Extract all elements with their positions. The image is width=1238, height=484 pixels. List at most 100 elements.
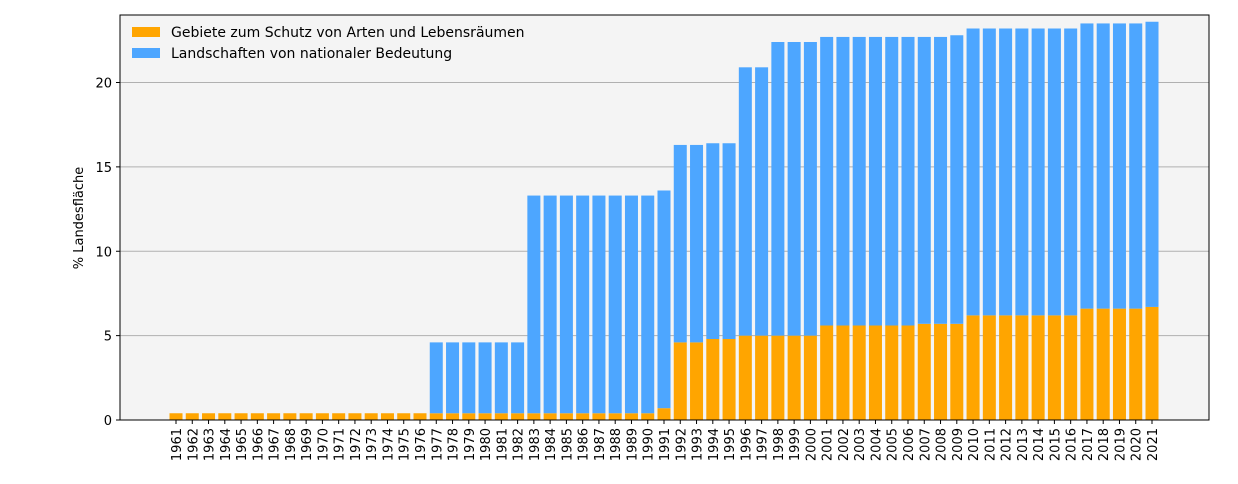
- y-axis-label: % Landesfläche: [72, 167, 87, 270]
- bar-schutzgebiete: [1047, 315, 1061, 420]
- bar-landschaften: [624, 195, 638, 414]
- x-tick-label: 1963: [203, 428, 218, 461]
- x-tick-label: 1976: [414, 428, 429, 461]
- bar-landschaften: [462, 342, 476, 414]
- legend-label: Gebiete zum Schutz von Arten und Lebensr…: [171, 25, 525, 41]
- bar-landschaften: [1064, 28, 1078, 316]
- bar-schutzgebiete: [1096, 308, 1110, 420]
- bar-landschaften: [673, 144, 687, 343]
- bar-landschaften: [885, 36, 899, 326]
- x-tick-label: 1975: [398, 428, 413, 461]
- bar-schutzgebiete: [608, 413, 622, 420]
- plot-frame: [119, 14, 1210, 421]
- x-tick-label: 1989: [625, 428, 640, 461]
- y-axis: 0 5 10 15 20: [95, 77, 120, 429]
- x-tick-label: 2019: [1113, 428, 1128, 461]
- bar-schutzgebiete: [820, 325, 834, 420]
- x-tick-label: 1970: [316, 428, 331, 461]
- bar-landschaften: [608, 195, 622, 414]
- bar-schutzgebiete: [1064, 315, 1078, 420]
- bar-landschaften: [755, 67, 769, 336]
- x-tick-label: 2001: [821, 428, 836, 461]
- x-tick-label: 1983: [528, 428, 543, 461]
- bar-schutzgebiete: [771, 335, 785, 420]
- x-tick-label: 1974: [381, 428, 396, 461]
- x-tick-label: 1978: [447, 428, 462, 461]
- x-tick-label: 2018: [1097, 428, 1112, 461]
- y-tick-label: 5: [104, 330, 112, 345]
- legend-swatch: [132, 27, 160, 37]
- x-tick-label: 2011: [983, 428, 998, 461]
- x-tick-label: 1995: [723, 428, 738, 461]
- bar-landschaften: [641, 195, 655, 414]
- x-tick-label: 1971: [333, 428, 348, 461]
- bar-schutzgebiete: [836, 325, 850, 420]
- bar-schutzgebiete: [901, 325, 915, 420]
- x-tick-label: 2021: [1146, 428, 1161, 461]
- bar-schutzgebiete: [1080, 308, 1094, 420]
- bar-schutzgebiete: [950, 323, 964, 420]
- x-tick-label: 2020: [1130, 428, 1145, 461]
- bar-schutzgebiete: [527, 413, 541, 420]
- x-tick-label: 2002: [837, 428, 852, 461]
- x-tick-label: 1973: [365, 428, 380, 461]
- bar-schutzgebiete: [478, 413, 492, 420]
- bar-landschaften: [527, 195, 541, 414]
- x-tick-label: 2013: [1016, 428, 1031, 461]
- x-tick-label: 2009: [951, 428, 966, 461]
- x-tick-label: 1988: [609, 428, 624, 461]
- x-tick-label: 1993: [691, 428, 706, 461]
- x-tick-label: 1981: [495, 428, 510, 461]
- bar-landschaften: [1080, 23, 1094, 309]
- x-tick-label: 1979: [463, 428, 478, 461]
- bar-schutzgebiete: [1015, 315, 1029, 420]
- bar-schutzgebiete: [169, 413, 183, 420]
- bar-schutzgebiete: [738, 335, 752, 420]
- bar-schutzgebiete: [755, 335, 769, 420]
- bar-schutzgebiete: [576, 413, 590, 420]
- x-tick-label: 1967: [268, 428, 283, 461]
- x-tick-label: 1992: [674, 428, 689, 461]
- bar-landschaften: [429, 342, 443, 414]
- x-tick-label: 1980: [479, 428, 494, 461]
- bar-schutzgebiete: [852, 325, 866, 420]
- legend-label: Landschaften von nationaler Bedeutung: [171, 46, 452, 62]
- bar-schutzgebiete: [397, 413, 411, 420]
- bar-schutzgebiete: [706, 339, 720, 420]
- bar-schutzgebiete: [234, 413, 248, 420]
- bar-landschaften: [722, 143, 736, 339]
- bar-schutzgebiete: [559, 413, 573, 420]
- legend-swatch: [132, 48, 160, 58]
- bar-schutzgebiete: [543, 413, 557, 420]
- bar-landschaften: [706, 143, 720, 339]
- bar-landschaften: [478, 342, 492, 414]
- x-tick-label: 1964: [219, 428, 234, 461]
- bar-landschaften: [1129, 23, 1143, 309]
- bar-schutzgebiete: [462, 413, 476, 420]
- x-tick-label: 1986: [577, 428, 592, 461]
- bar-schutzgebiete: [657, 408, 671, 420]
- x-tick-label: 1977: [430, 428, 445, 461]
- bar-schutzgebiete: [982, 315, 996, 420]
- bar-schutzgebiete: [511, 413, 525, 420]
- bar-landschaften: [1145, 21, 1159, 307]
- bar-schutzgebiete: [283, 413, 297, 420]
- bar-schutzgebiete: [315, 413, 329, 420]
- x-tick-label: 2000: [804, 428, 819, 461]
- bars: [169, 21, 1159, 420]
- bar-schutzgebiete: [250, 413, 264, 420]
- bar-schutzgebiete: [999, 315, 1013, 420]
- bar-schutzgebiete: [1145, 306, 1159, 420]
- x-tick-label: 1972: [349, 428, 364, 461]
- bar-schutzgebiete: [868, 325, 882, 420]
- bar-landschaften: [901, 36, 915, 326]
- x-tick-label: 2010: [967, 428, 982, 461]
- bar-landschaften: [820, 36, 834, 326]
- bar-landschaften: [934, 36, 948, 324]
- bar-schutzgebiete: [202, 413, 216, 420]
- bar-landschaften: [1015, 28, 1029, 316]
- bar-schutzgebiete: [413, 413, 427, 420]
- x-tick-label: 1994: [707, 428, 722, 461]
- bar-schutzgebiete: [673, 342, 687, 420]
